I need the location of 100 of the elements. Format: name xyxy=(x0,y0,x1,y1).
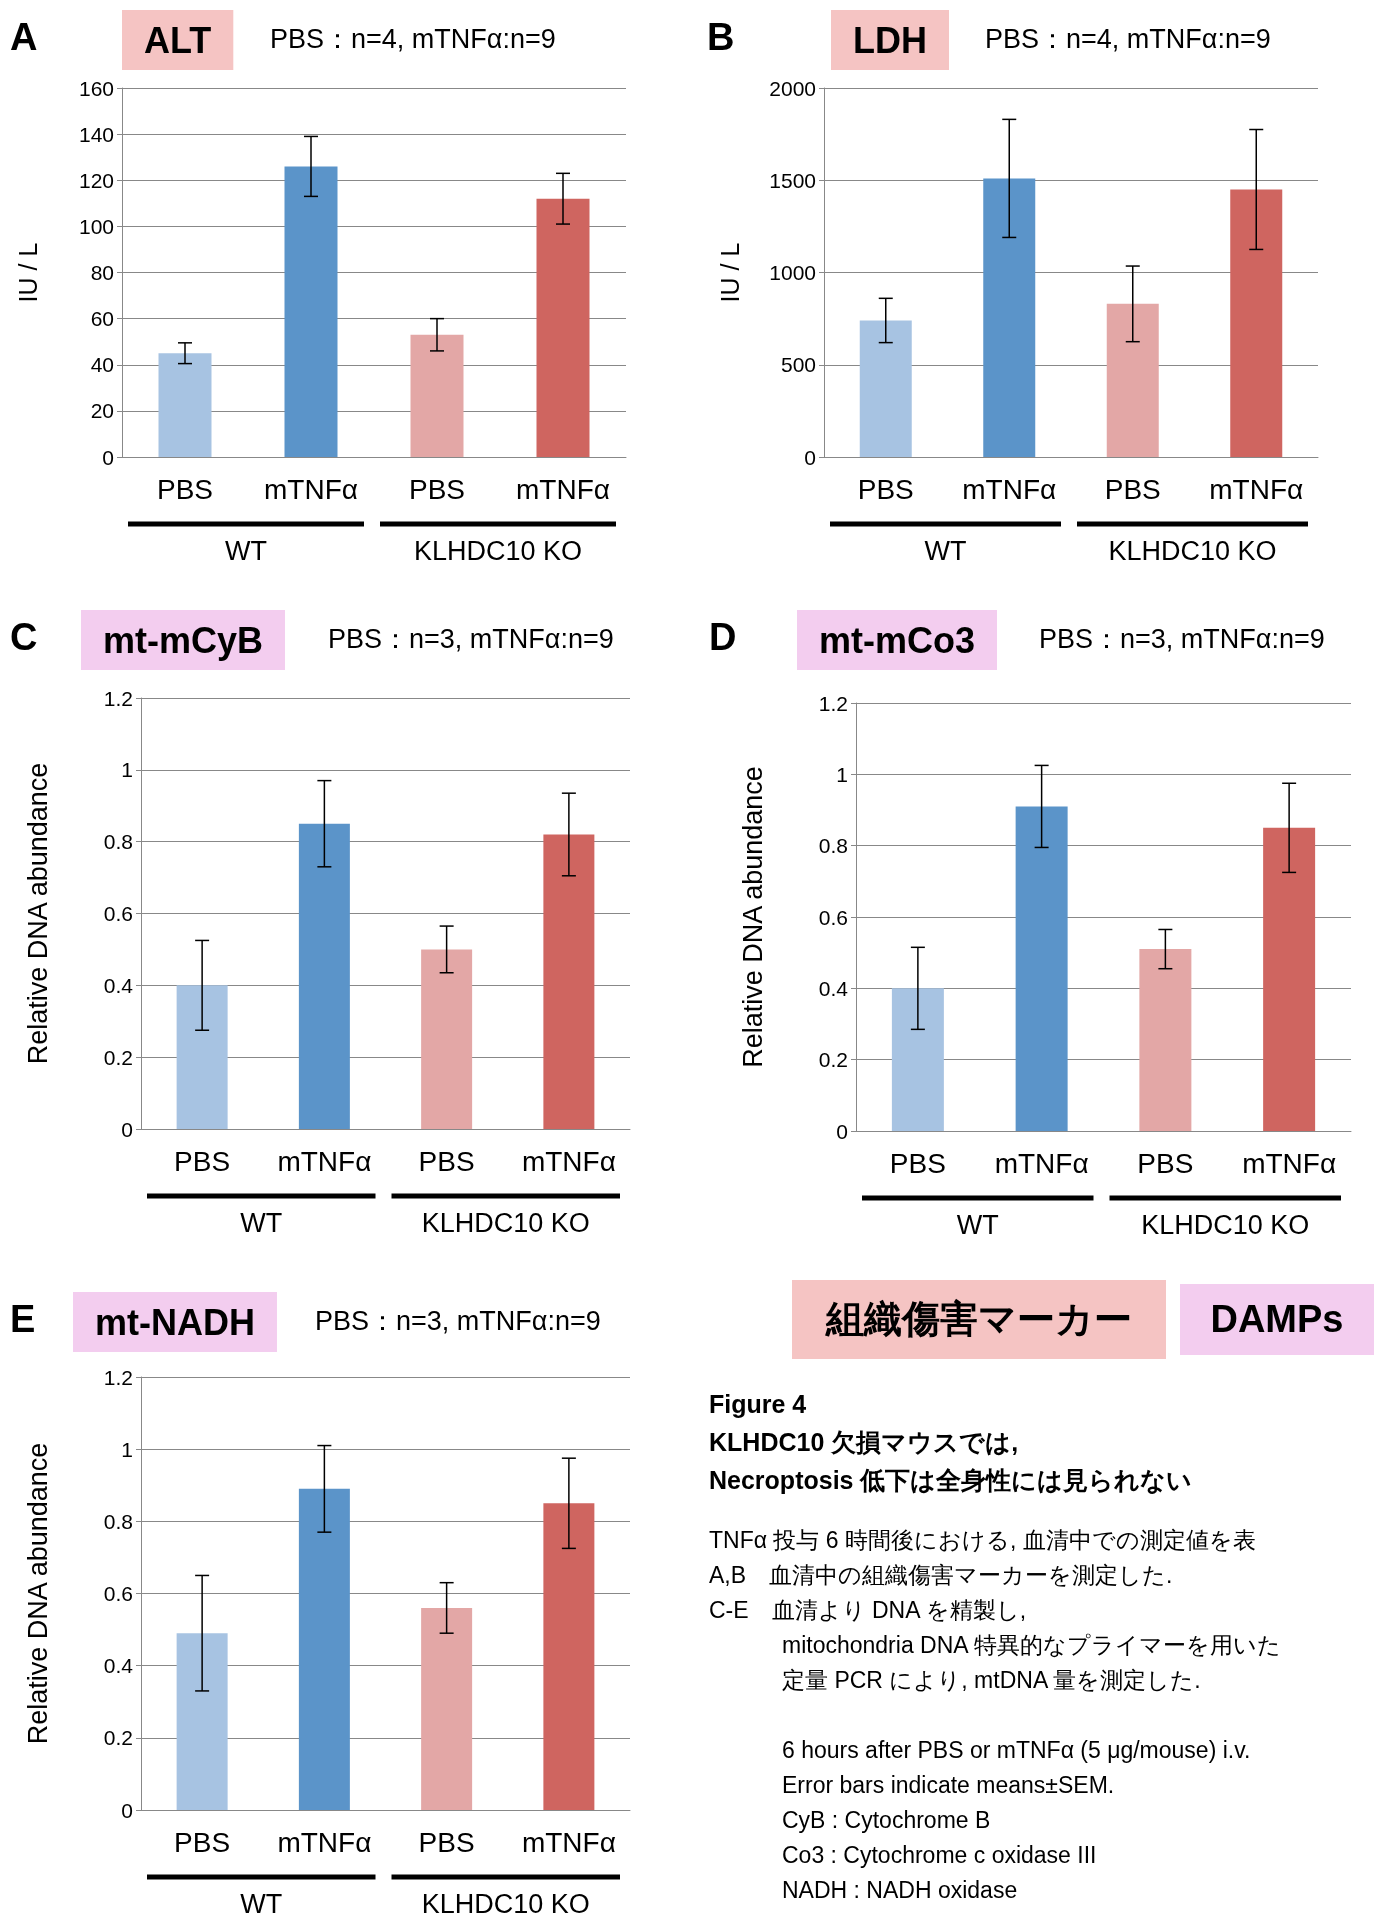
y-tick-label: 0.8 xyxy=(818,834,848,858)
y-tick-label: 20 xyxy=(90,399,114,423)
bar xyxy=(1230,189,1283,457)
y-axis-title: Relative DNA abundance xyxy=(22,762,53,1065)
x-tick-label: mTNFα xyxy=(264,473,358,505)
chart-subtitle: PBS：n=4, mTNFα:n=9 xyxy=(270,23,556,54)
bar xyxy=(891,988,944,1131)
chart-subtitle: PBS：n=3, mTNFα:n=9 xyxy=(315,1305,601,1336)
y-tick-label: 0.4 xyxy=(818,976,849,1000)
text: 6 hours after PBS or mTNFα (5 μg/mouse) i.v. xyxy=(781,1736,1252,1765)
chart-title: mt-mCo3 xyxy=(819,619,976,661)
x-tick-label: mTNFα xyxy=(994,1147,1089,1179)
y-tick-label: 1500 xyxy=(769,168,816,192)
y-tick-label: 0.4 xyxy=(103,973,134,997)
bar xyxy=(298,1488,350,1810)
y-tick-label: 0.6 xyxy=(818,905,848,929)
y-tick-label: 120 xyxy=(78,168,114,192)
bar xyxy=(543,834,595,1129)
x-tick-label: mTNFα xyxy=(521,1145,616,1177)
x-tick-label: PBS xyxy=(174,1826,231,1858)
text: KLHDC10 KO xyxy=(1141,1210,1310,1240)
y-tick-label: 0.6 xyxy=(103,902,133,925)
y-axis-title: Relative DNA abundance xyxy=(737,766,768,1068)
bar xyxy=(176,985,228,1129)
chart-title: mt-NADH xyxy=(95,1301,255,1343)
x-tick-label: PBS xyxy=(857,473,914,505)
x-tick-label: PBS xyxy=(174,1145,231,1177)
chart-title: mt-mCyB xyxy=(103,619,264,661)
x-tick-label: mTNFα xyxy=(277,1826,372,1858)
y-tick-label: 1 xyxy=(121,1437,133,1461)
text: mitochondria DNA 特異的なプライマーを用いた xyxy=(781,1631,1282,1660)
y-tick-label: 0.2 xyxy=(818,1048,848,1072)
x-tick-label: mTNFα xyxy=(516,473,610,505)
y-tick-label: 0.8 xyxy=(103,830,133,854)
y-tick-label: 0 xyxy=(102,445,114,469)
y-axis-title: IU / L xyxy=(715,242,744,303)
chart-title: ALT xyxy=(144,19,212,61)
bar xyxy=(1263,827,1316,1131)
y-tick-label: 0.2 xyxy=(103,1045,133,1069)
x-tick-label: mTNFα xyxy=(962,473,1057,505)
text: Co3 : Cytochrome c oxidase III xyxy=(781,1841,1098,1870)
bar xyxy=(410,334,464,457)
text: WT xyxy=(924,536,967,566)
y-tick-label: 40 xyxy=(90,353,114,377)
x-tick-label: PBS xyxy=(418,1145,475,1177)
x-tick-label: PBS xyxy=(889,1147,946,1179)
text: WT xyxy=(240,1889,283,1917)
y-tick-label: 1 xyxy=(121,758,133,782)
x-tick-label: PBS xyxy=(156,473,214,505)
text: E xyxy=(10,1298,36,1340)
bar xyxy=(983,178,1036,457)
text: DAMPs xyxy=(1180,1284,1374,1355)
text: B xyxy=(707,16,735,58)
y-tick-label: 0.4 xyxy=(103,1654,134,1678)
text: KLHDC10 KO xyxy=(421,1208,590,1238)
text: CyB : Cytochrome B xyxy=(781,1806,992,1835)
bar xyxy=(298,823,350,1129)
y-tick-label: 60 xyxy=(90,307,114,331)
y-tick-label: 0.2 xyxy=(103,1726,133,1750)
bar xyxy=(176,1633,228,1810)
x-tick-label: PBS xyxy=(418,1826,475,1858)
y-tick-label: 100 xyxy=(78,214,114,238)
bar xyxy=(421,949,473,1129)
text: Error bars indicate means±SEM. xyxy=(781,1771,1116,1800)
text: 定量 PCR により, mtDNA 量を測定した. xyxy=(781,1666,1202,1695)
text: WT xyxy=(240,1208,283,1238)
bar xyxy=(158,353,212,457)
text: KLHDC10 KO xyxy=(421,1889,590,1917)
y-tick-label: 140 xyxy=(78,122,114,146)
bar xyxy=(421,1607,473,1810)
x-tick-label: PBS xyxy=(1137,1147,1194,1179)
text: C xyxy=(10,616,38,658)
bar xyxy=(543,1503,595,1810)
y-tick-label: 1.2 xyxy=(103,1365,133,1389)
text: Figure 4 KLHDC10 欠損マウスでは, Necroptosis 低下は全身性には見られない xyxy=(709,1389,1194,1496)
chart-subtitle: PBS：n=4, mTNFα:n=9 xyxy=(985,23,1271,54)
y-tick-label: 1 xyxy=(836,762,848,786)
y-tick-label: 1000 xyxy=(769,261,816,284)
y-tick-label: 80 xyxy=(90,261,114,284)
y-tick-label: 0 xyxy=(836,1119,848,1143)
text: NADH : NADH oxidase xyxy=(781,1876,1019,1905)
text: WT xyxy=(956,1210,999,1240)
bar xyxy=(859,320,912,457)
y-tick-label: 1.2 xyxy=(103,686,133,710)
y-tick-label: 0 xyxy=(121,1798,133,1822)
bar xyxy=(1015,806,1068,1131)
chart-subtitle: PBS：n=3, mTNFα:n=9 xyxy=(328,623,614,654)
bar xyxy=(1106,303,1159,457)
y-tick-label: 0 xyxy=(121,1117,133,1141)
text: C-E 血清より DNA を精製し, xyxy=(709,1596,1028,1625)
bar xyxy=(1139,949,1192,1131)
text: A xyxy=(10,16,38,58)
x-tick-label: mTNFα xyxy=(521,1826,616,1858)
text: 組織傷害マーカー xyxy=(792,1280,1166,1359)
text: KLHDC10 KO xyxy=(413,536,583,566)
x-tick-label: mTNFα xyxy=(1209,473,1304,505)
chart-title: LDH xyxy=(853,19,927,61)
y-axis-title: IU / L xyxy=(13,242,42,303)
text: D xyxy=(709,616,737,658)
chart-subtitle: PBS：n=3, mTNFα:n=9 xyxy=(1039,623,1325,654)
